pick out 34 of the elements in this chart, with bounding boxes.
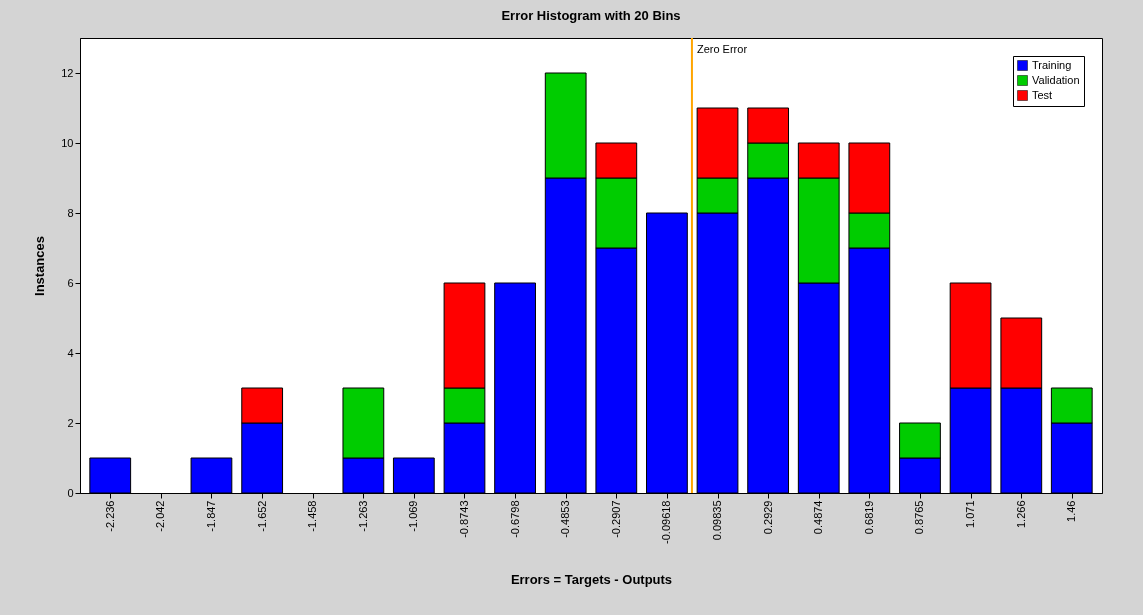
x-tick-label: -1.263 [356, 500, 369, 532]
x-tick-label: 1.071 [964, 500, 977, 529]
x-tick-label: 0.2929 [761, 500, 774, 535]
y-tick-label: 8 [67, 206, 74, 219]
y-tick-label: 10 [61, 136, 74, 149]
x-tick-label: -0.4853 [559, 500, 572, 538]
x-axis-title: Errors = Targets - Outputs [510, 571, 673, 587]
x-tick-label: 1.266 [1014, 500, 1027, 529]
x-tick-label: 0.09835 [711, 500, 724, 541]
legend-label: Validation [1032, 73, 1080, 86]
y-tick-label: 2 [67, 416, 74, 429]
x-tick-label: -1.652 [255, 500, 268, 532]
x-tick-label: -1.458 [306, 500, 319, 532]
x-tick-label: -0.2907 [609, 500, 622, 538]
y-tick-label: 4 [67, 346, 74, 359]
legend-label: Training [1032, 58, 1072, 71]
y-axis-title: Instances [32, 236, 48, 296]
x-tick-label: -2.236 [103, 500, 116, 532]
x-tick-label: -0.6798 [508, 500, 521, 538]
x-tick-label: 1.46 [1065, 500, 1078, 522]
x-tick-label: 0.8765 [913, 500, 926, 535]
x-tick-label: -1.847 [204, 500, 217, 532]
x-tick-label: -2.042 [154, 500, 167, 532]
x-tick-label: -1.069 [407, 500, 420, 532]
ref-line-label: Zero Error [696, 43, 748, 55]
x-tick-label: -0.09618 [660, 500, 673, 544]
x-tick-label: 0.4874 [812, 500, 825, 535]
chart-title: Error Histogram with 20 Bins [501, 8, 681, 23]
y-tick-label: 12 [61, 66, 74, 79]
legend-label: Test [1032, 88, 1053, 101]
y-tick-label: 6 [67, 276, 74, 289]
x-tick-label: -0.8743 [457, 500, 470, 538]
x-tick-label: 0.6819 [862, 500, 875, 535]
y-tick-label: 0 [67, 486, 74, 499]
